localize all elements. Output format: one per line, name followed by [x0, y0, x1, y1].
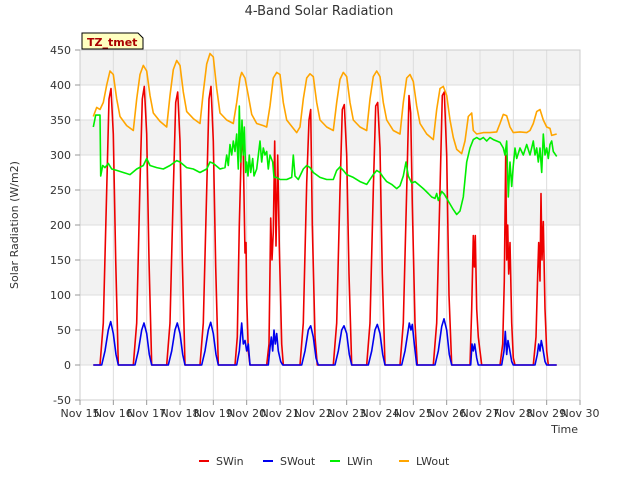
plot-band — [80, 190, 580, 225]
x-tick-label: Nov 21 — [261, 407, 300, 420]
legend-label: SWout — [280, 455, 316, 468]
legend-item-lwin: LWin — [330, 455, 373, 468]
y-axis-title: Solar Radiation (W/m2) — [8, 161, 21, 289]
y-tick-label: 250 — [50, 184, 71, 197]
x-tick-label: Nov 29 — [527, 407, 566, 420]
x-tick-label: Nov 18 — [161, 407, 200, 420]
plot-band — [80, 260, 580, 295]
x-tick-label: Nov 28 — [494, 407, 533, 420]
y-tick-label: 200 — [50, 219, 71, 232]
x-tick-label: Nov 26 — [427, 407, 466, 420]
series-line-lwout — [92, 52, 557, 155]
y-tick-label: -50 — [53, 394, 71, 407]
y-tick-label: 50 — [57, 324, 71, 337]
y-tick-label: 0 — [64, 359, 71, 372]
x-tick-label: Nov 24 — [361, 407, 400, 420]
series-line-swout — [93, 318, 557, 366]
legend-item-swin: SWin — [199, 455, 244, 468]
site-label-box: TZ_tmet — [81, 32, 144, 50]
y-axis-ticks: -50 0 50 100 150 200 250 300 350 400 450 — [50, 44, 80, 407]
series-line-swin — [93, 85, 557, 366]
plot-band — [80, 50, 580, 85]
y-tick-label: 150 — [50, 254, 71, 267]
plot-band — [80, 330, 580, 365]
x-tick-label: Nov 20 — [227, 407, 266, 420]
x-tick-label: Nov 25 — [394, 407, 433, 420]
x-tick-label: Nov 23 — [327, 407, 366, 420]
legend-label: SWin — [216, 455, 244, 468]
y-tick-label: 300 — [50, 149, 71, 162]
x-tick-label: Nov 15 — [61, 407, 100, 420]
series-line-lwin — [92, 105, 558, 216]
x-tick-label: Nov 16 — [94, 407, 133, 420]
legend: SWin SWout LWin LWout — [199, 455, 450, 468]
legend-label: LWout — [416, 455, 450, 468]
y-tick-label: 400 — [50, 79, 71, 92]
chart-title: 4-Band Solar Radiation — [245, 4, 394, 19]
legend-label: LWin — [347, 455, 373, 468]
x-tick-label: Nov 27 — [461, 407, 500, 420]
x-tick-label: Nov 19 — [194, 407, 233, 420]
site-label: TZ_tmet — [87, 36, 137, 49]
legend-item-lwout: LWout — [399, 455, 450, 468]
y-tick-label: 100 — [50, 289, 71, 302]
series-layer — [92, 52, 558, 366]
y-tick-label: 350 — [50, 114, 71, 127]
plot-band — [80, 120, 580, 155]
x-tick-label: Nov 17 — [127, 407, 166, 420]
x-tick-label: Nov 22 — [294, 407, 333, 420]
x-axis-title: Time — [550, 423, 578, 436]
y-tick-label: 450 — [50, 44, 71, 57]
x-tick-label: Nov 30 — [561, 407, 600, 420]
legend-item-swout: SWout — [263, 455, 316, 468]
